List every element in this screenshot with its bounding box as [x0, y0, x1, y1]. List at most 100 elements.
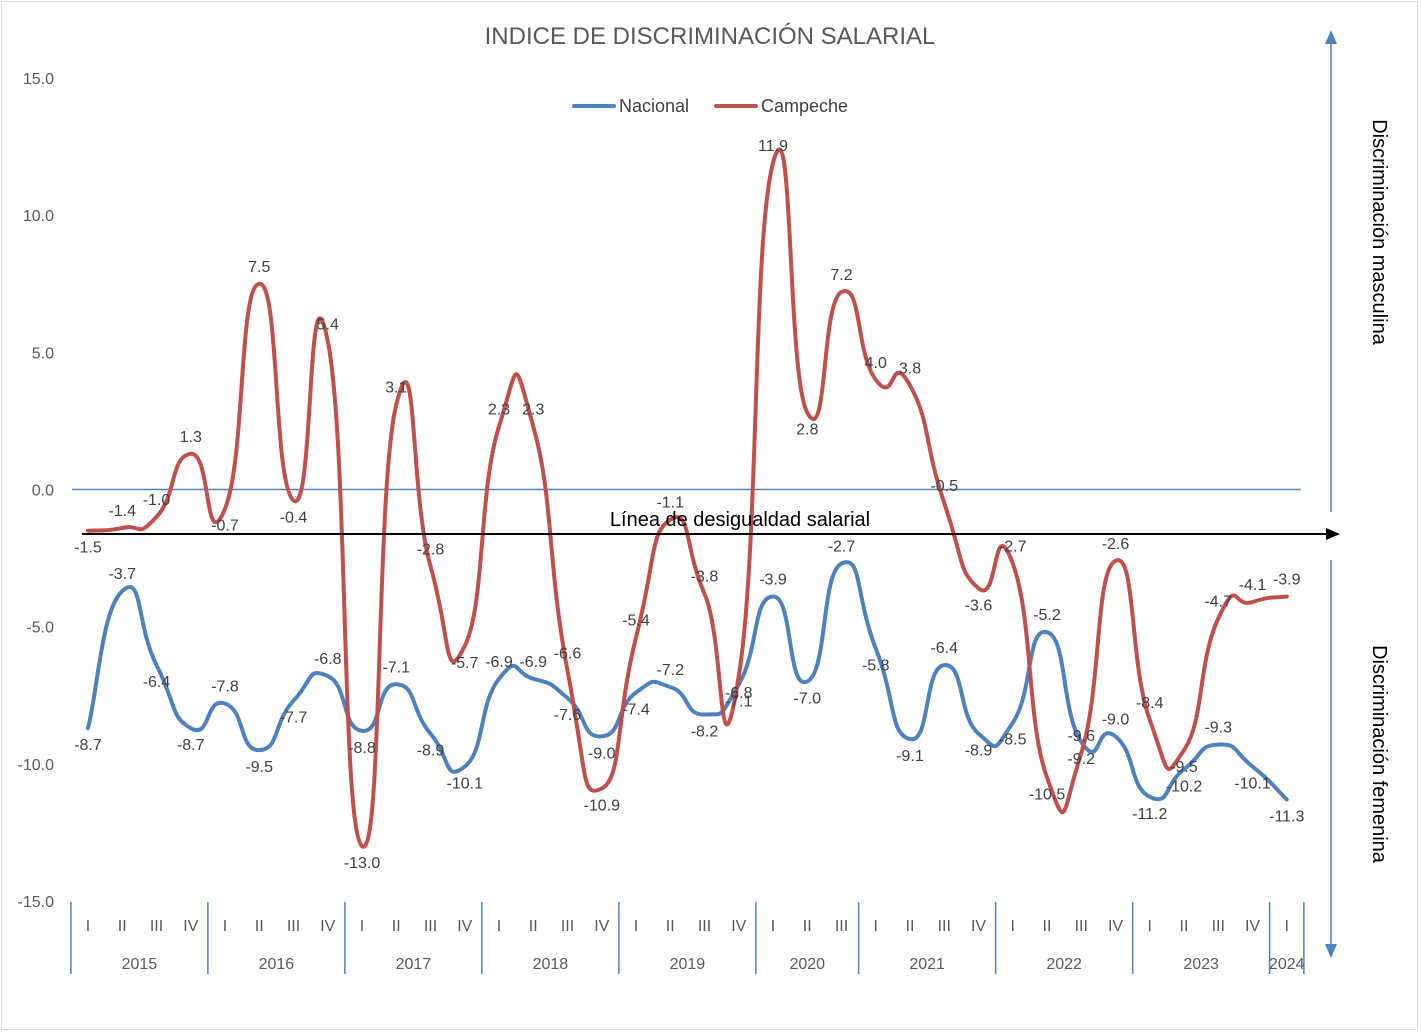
data-label-nacional: -9.1	[896, 748, 924, 765]
quarter-label: I	[771, 918, 775, 935]
data-label-nacional: -5.2	[1033, 607, 1061, 624]
data-label-campeche: -6.8	[725, 685, 753, 702]
y-tick-label: 5.0	[32, 345, 54, 362]
quarter-label: IV	[320, 918, 335, 935]
data-label-nacional: -5.8	[862, 658, 890, 675]
data-label-campeche: -10.5	[1029, 787, 1066, 804]
data-label-nacional: -3.7	[108, 566, 136, 583]
data-label-nacional: -11.3	[1269, 808, 1304, 825]
y-tick-label: -10.0	[18, 757, 55, 774]
data-label-campeche: 2.3	[522, 401, 544, 418]
data-label-campeche: -4.1	[1239, 577, 1267, 594]
inequality-arrow-head	[1326, 528, 1340, 540]
data-label-nacional: -7.1	[382, 659, 410, 676]
quarter-label: IV	[183, 918, 198, 935]
quarter-label: II	[1180, 918, 1189, 935]
quarter-label: I	[1011, 918, 1015, 935]
data-label-nacional: -6.4	[143, 674, 171, 691]
quarter-label: III	[150, 918, 163, 935]
data-label-campeche: -2.8	[417, 541, 445, 558]
quarter-label: II	[906, 918, 915, 935]
data-label-campeche: -3.8	[691, 569, 719, 586]
data-label-campeche: -4.7	[1204, 593, 1232, 610]
data-label-nacional: -7.4	[622, 702, 650, 719]
series-line-nacional	[86, 560, 1289, 802]
data-label-nacional: -10.2	[1166, 778, 1203, 795]
legend-label-campeche: Campeche	[761, 96, 848, 116]
data-label-nacional: -11.2	[1132, 806, 1167, 823]
data-label-nacional: -7.7	[280, 710, 308, 727]
y-tick-label: -15.0	[18, 894, 55, 911]
data-label-nacional: -8.7	[177, 737, 205, 754]
lower-axis-arrow-head	[1325, 944, 1337, 958]
data-label-nacional: -9.3	[1204, 720, 1232, 737]
year-label-2024: 2024	[1269, 956, 1305, 973]
quarter-label: III	[1212, 918, 1225, 935]
y-tick-label: 10.0	[23, 208, 54, 225]
quarter-label: II	[118, 918, 127, 935]
data-label-campeche: -0.7	[211, 518, 239, 535]
data-label-campeche: -8.4	[1136, 695, 1164, 712]
quarter-label: II	[1043, 918, 1052, 935]
inequality-arrow: Línea de desigualdad salarial	[82, 509, 1340, 540]
upper-axis-arrow-head	[1325, 30, 1337, 44]
quarter-label: IV	[1108, 918, 1123, 935]
data-label-nacional: -9.5	[245, 759, 273, 776]
data-label-campeche: -0.4	[280, 509, 308, 526]
quarter-label: II	[666, 918, 675, 935]
data-label-campeche: 1.3	[180, 429, 202, 446]
year-label-2022: 2022	[1046, 956, 1082, 973]
data-label-campeche: 2.3	[488, 401, 510, 418]
data-label-campeche: -0.5	[930, 478, 958, 495]
data-label-campeche: -2.7	[999, 539, 1027, 556]
year-label-2020: 2020	[789, 956, 825, 973]
data-label-nacional: -7.6	[554, 707, 582, 724]
year-label-2023: 2023	[1183, 956, 1219, 973]
data-label-campeche: 7.2	[830, 267, 852, 284]
data-label-campeche: -1.4	[108, 503, 136, 520]
data-label-nacional: -8.5	[999, 732, 1027, 749]
quarter-label: IV	[731, 918, 746, 935]
data-label-campeche: -13.0	[344, 855, 381, 872]
upper-side-label: Discriminación masculina	[1368, 119, 1390, 346]
quarter-label: I	[874, 918, 878, 935]
data-label-campeche: 7.5	[248, 259, 270, 276]
data-label-nacional: -8.7	[74, 737, 102, 754]
quarter-label: II	[803, 918, 812, 935]
data-label-campeche: -1.5	[74, 540, 102, 557]
data-label-campeche: 3.1	[385, 379, 407, 396]
data-label-nacional: -8.9	[417, 743, 445, 760]
lower-side-label: Discriminación femenina	[1368, 645, 1390, 864]
data-label-campeche: 5.4	[317, 316, 339, 333]
year-label-2021: 2021	[909, 956, 945, 973]
data-label-nacional: -6.8	[314, 651, 342, 668]
data-label-nacional: -10.1	[1234, 776, 1271, 793]
quarter-label: III	[287, 918, 300, 935]
quarter-label: I	[634, 918, 638, 935]
data-label-campeche: -5.4	[622, 613, 650, 630]
data-label-campeche: 2.8	[796, 422, 818, 439]
quarter-label: II	[529, 918, 538, 935]
data-label-campeche: -5.7	[451, 655, 479, 672]
legend-label-nacional: Nacional	[619, 96, 689, 116]
data-label-campeche: -3.9	[1273, 571, 1301, 588]
quarter-label: IV	[594, 918, 609, 935]
data-label-nacional: -2.7	[828, 539, 856, 556]
inequality-line-label: Línea de desigualdad salarial	[610, 509, 870, 531]
quarter-label: III	[835, 918, 848, 935]
quarter-label: II	[392, 918, 401, 935]
data-label-nacional: -3.9	[759, 571, 787, 588]
series-line-campeche	[86, 147, 1289, 849]
x-axis: I II III IV I II III IV I II III IV I II III IV I II III IV…	[70, 902, 1305, 974]
y-axis: 15.0 10.0 5.0 0.0 -5.0 -10.0 -15.0	[18, 71, 55, 911]
legend: Nacional Campeche	[572, 96, 848, 116]
data-labels: -8.7 -3.7 -6.4 -8.7 -7.8 -9.5 -7.7 -6.8 -8.8 -7.1…	[74, 138, 1304, 872]
quarter-label: IV	[1245, 918, 1260, 935]
quarter-label: I	[1148, 918, 1152, 935]
quarter-label: II	[255, 918, 264, 935]
quarter-label: III	[561, 918, 574, 935]
series-lines	[86, 147, 1289, 849]
quarter-label: IV	[457, 918, 472, 935]
